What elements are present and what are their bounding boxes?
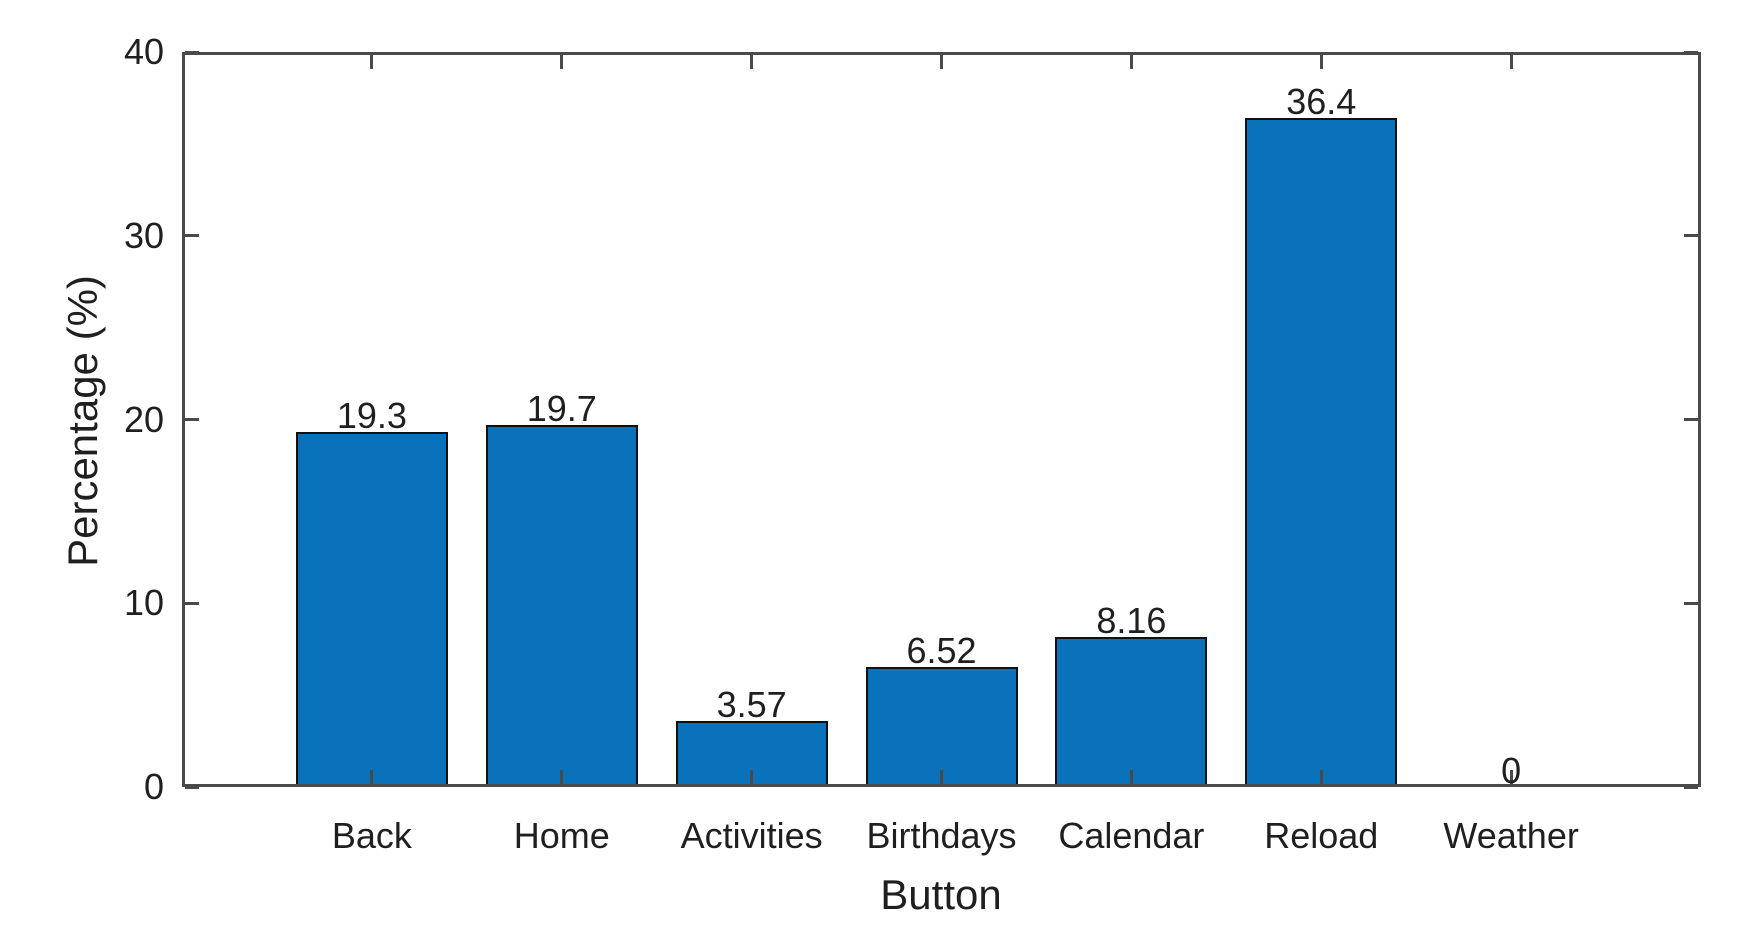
- bar-calendar: [1055, 637, 1208, 787]
- x-tick-label-birthdays: Birthdays: [866, 815, 1017, 856]
- x-tick-label-calendar: Calendar: [1058, 815, 1205, 856]
- y-tick-label-30: 30: [123, 214, 164, 256]
- bar-value-label: 19.7: [526, 388, 597, 429]
- bar-value-label: 19.3: [336, 395, 407, 437]
- tick-mark: [185, 785, 199, 789]
- x-tick-label-back: Back: [331, 815, 412, 856]
- tick-mark: [940, 55, 943, 69]
- tick-mark: [750, 770, 754, 784]
- bar-value-label: 6.52: [906, 630, 977, 672]
- bar-value-label: 0: [1501, 750, 1522, 791]
- tick-mark: [560, 55, 564, 69]
- tick-mark: [1684, 418, 1698, 421]
- x-tick-label-reload: Reload: [1264, 815, 1379, 856]
- y-tick-label-20: 20: [123, 398, 164, 440]
- tick-mark: [1319, 770, 1323, 784]
- bar-reload: [1245, 118, 1398, 787]
- tick-mark: [750, 55, 754, 69]
- y-tick-label-10: 10: [123, 582, 164, 624]
- tick-mark: [940, 770, 943, 784]
- tick-mark: [1684, 785, 1698, 789]
- tick-mark: [1509, 770, 1513, 784]
- tick-mark: [185, 234, 199, 238]
- x-tick-label-weather: Weather: [1443, 815, 1579, 856]
- plot-area: [182, 52, 1701, 787]
- tick-mark: [560, 770, 564, 784]
- bar-value-label: 3.57: [716, 684, 787, 726]
- bar-birthdays: [865, 667, 1018, 787]
- tick-mark: [1684, 601, 1698, 605]
- bar-value-label: 8.16: [1096, 600, 1167, 642]
- x-axis-label: Button: [880, 871, 1002, 918]
- tick-mark: [1319, 55, 1323, 69]
- tick-mark: [185, 50, 199, 54]
- x-tick-label-home: Home: [513, 815, 610, 856]
- y-tick-label-0: 0: [143, 766, 164, 807]
- bar-back: [295, 432, 448, 787]
- tick-mark: [1129, 770, 1133, 784]
- x-tick-label-activities: Activities: [680, 815, 823, 856]
- tick-mark: [1129, 55, 1133, 69]
- bar-home: [485, 425, 638, 787]
- tick-mark: [370, 55, 374, 69]
- tick-mark: [370, 770, 374, 784]
- tick-mark: [1509, 55, 1513, 69]
- tick-mark: [1684, 234, 1698, 238]
- tick-mark: [185, 418, 199, 421]
- y-tick-label-40: 40: [123, 31, 164, 72]
- tick-mark: [1684, 50, 1698, 54]
- tick-mark: [185, 601, 199, 605]
- bar-value-label: 36.4: [1286, 81, 1357, 123]
